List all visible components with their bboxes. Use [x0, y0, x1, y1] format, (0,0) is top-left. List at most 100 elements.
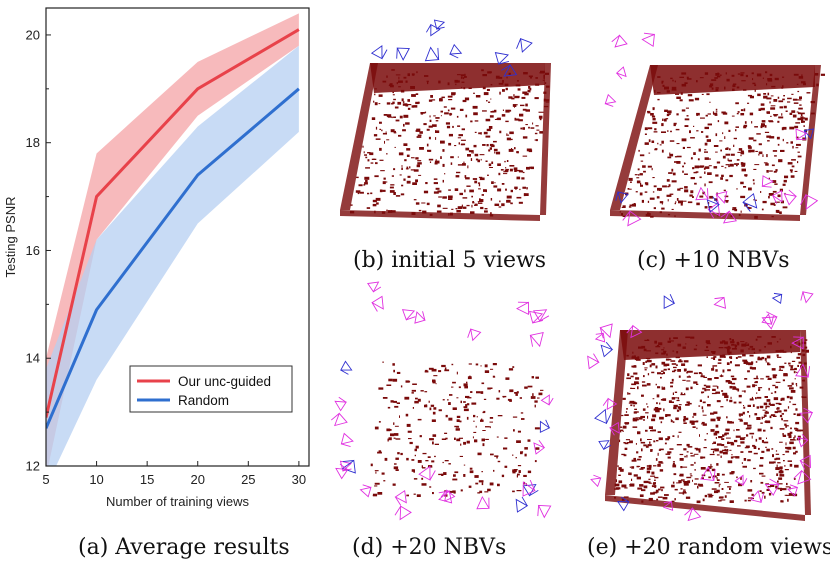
point	[770, 95, 774, 97]
point	[690, 177, 695, 180]
point	[771, 164, 775, 167]
point	[707, 395, 709, 398]
point	[448, 189, 451, 191]
point	[508, 109, 512, 112]
point	[503, 396, 505, 398]
point	[773, 397, 779, 401]
point	[769, 136, 775, 139]
point	[782, 183, 786, 186]
point	[702, 401, 706, 404]
point	[675, 397, 678, 399]
point	[633, 372, 638, 375]
point	[679, 453, 684, 456]
point	[763, 162, 768, 164]
point	[484, 208, 488, 210]
point	[741, 164, 745, 167]
point	[727, 158, 729, 161]
camera-frustum	[359, 484, 372, 498]
point	[513, 167, 518, 171]
point	[381, 472, 385, 475]
point	[712, 365, 714, 369]
frustum-edge	[521, 496, 528, 507]
point	[747, 424, 752, 427]
point	[701, 93, 704, 95]
frustum-edge	[429, 470, 436, 481]
camera-frustum	[540, 394, 554, 406]
point	[738, 413, 743, 416]
point	[804, 339, 808, 341]
point	[678, 404, 682, 406]
point	[796, 356, 800, 359]
point	[405, 413, 409, 417]
point	[714, 77, 718, 79]
point	[438, 196, 442, 198]
point	[407, 107, 411, 110]
point	[739, 415, 741, 417]
point	[768, 492, 772, 496]
point	[748, 187, 752, 191]
point	[736, 429, 740, 431]
point	[802, 353, 806, 357]
point	[772, 150, 778, 152]
point	[762, 409, 766, 411]
point	[723, 451, 728, 455]
point	[725, 179, 729, 182]
point	[752, 384, 756, 388]
point	[448, 198, 453, 200]
point	[507, 134, 510, 136]
frustum-outline	[797, 469, 812, 485]
point	[412, 182, 417, 185]
point	[504, 169, 509, 172]
point	[631, 459, 637, 462]
point	[663, 350, 666, 354]
point	[486, 88, 490, 91]
point	[747, 206, 750, 210]
point	[651, 363, 656, 366]
point	[424, 111, 427, 114]
point	[700, 456, 706, 459]
point	[795, 450, 798, 453]
point	[451, 92, 456, 95]
frustum-edge	[529, 335, 533, 347]
point	[473, 420, 475, 422]
pointcloud	[610, 65, 825, 221]
front-wall	[610, 210, 800, 221]
point	[796, 371, 798, 373]
point	[768, 196, 770, 199]
frustum-edge	[714, 297, 725, 300]
frustum-outline	[334, 412, 348, 427]
point	[795, 136, 799, 139]
point	[719, 483, 721, 486]
point	[456, 415, 461, 418]
point	[416, 136, 422, 138]
point	[375, 126, 378, 130]
point	[396, 82, 398, 85]
point	[478, 480, 484, 483]
point	[783, 460, 785, 462]
point	[771, 336, 776, 338]
point	[452, 407, 457, 410]
back-wall	[370, 63, 545, 93]
point	[686, 454, 688, 458]
point	[697, 483, 700, 486]
point	[512, 416, 518, 418]
point	[777, 96, 780, 99]
point	[698, 405, 701, 407]
camera-frustum	[604, 93, 617, 107]
point	[515, 84, 521, 87]
point	[775, 169, 778, 172]
point	[751, 72, 754, 75]
point	[614, 483, 620, 487]
pointcloud	[605, 330, 811, 521]
frustum-edge	[793, 336, 804, 338]
point	[768, 387, 770, 391]
point	[620, 426, 622, 428]
point	[388, 378, 393, 382]
point	[454, 471, 459, 474]
point	[413, 478, 418, 480]
point	[680, 92, 683, 95]
point	[385, 131, 387, 133]
point	[394, 405, 399, 408]
point	[661, 131, 666, 133]
point	[407, 99, 410, 102]
